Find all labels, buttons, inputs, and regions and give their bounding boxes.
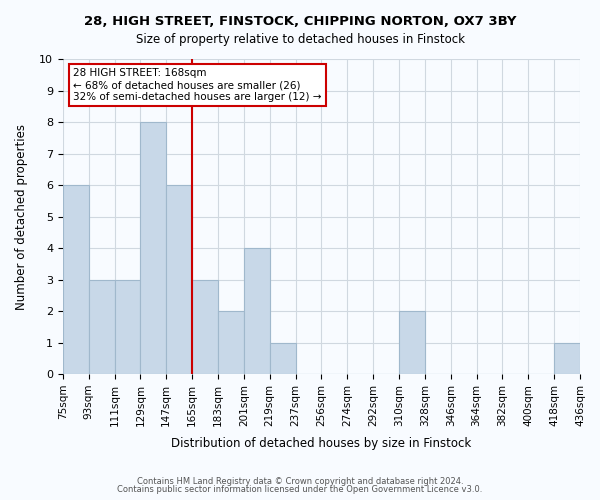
X-axis label: Distribution of detached houses by size in Finstock: Distribution of detached houses by size … xyxy=(171,437,472,450)
Bar xyxy=(270,342,296,374)
Bar xyxy=(166,185,192,374)
Bar xyxy=(115,280,140,374)
Text: 28 HIGH STREET: 168sqm
← 68% of detached houses are smaller (26)
32% of semi-det: 28 HIGH STREET: 168sqm ← 68% of detached… xyxy=(73,68,322,102)
Bar xyxy=(192,280,218,374)
Bar xyxy=(218,311,244,374)
Text: Size of property relative to detached houses in Finstock: Size of property relative to detached ho… xyxy=(136,32,464,46)
Text: Contains HM Land Registry data © Crown copyright and database right 2024.: Contains HM Land Registry data © Crown c… xyxy=(137,477,463,486)
Text: 28, HIGH STREET, FINSTOCK, CHIPPING NORTON, OX7 3BY: 28, HIGH STREET, FINSTOCK, CHIPPING NORT… xyxy=(84,15,516,28)
Bar xyxy=(244,248,270,374)
Bar xyxy=(399,311,425,374)
Bar xyxy=(554,342,580,374)
Text: Contains public sector information licensed under the Open Government Licence v3: Contains public sector information licen… xyxy=(118,485,482,494)
Bar xyxy=(140,122,166,374)
Bar xyxy=(63,185,89,374)
Y-axis label: Number of detached properties: Number of detached properties xyxy=(15,124,28,310)
Bar xyxy=(89,280,115,374)
